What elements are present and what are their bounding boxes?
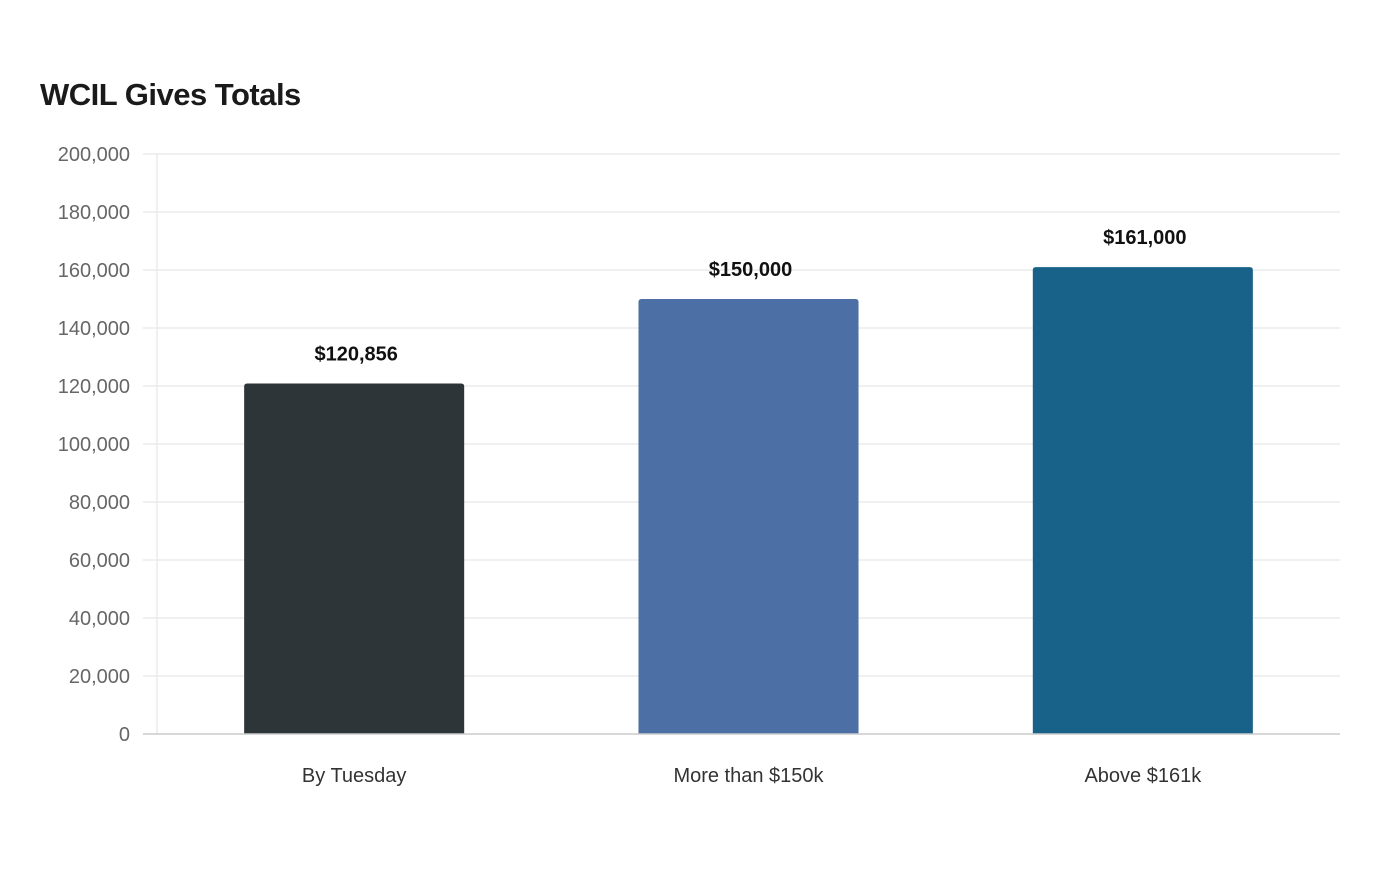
chart-title: WCIL Gives Totals <box>40 77 301 112</box>
bars <box>244 267 1253 734</box>
bar <box>638 299 859 734</box>
x-tick-label: By Tuesday <box>302 765 407 787</box>
data-label: $150,000 <box>709 259 792 281</box>
axes <box>143 154 1340 735</box>
y-tick-label: 20,000 <box>69 666 130 688</box>
y-tick-label: 100,000 <box>58 434 130 456</box>
y-tick-label: 80,000 <box>69 492 130 514</box>
y-axis-ticks: 0 20,000 40,000 60,000 80,000 100,000 120,000 1… <box>58 144 130 746</box>
y-tick-label: 160,000 <box>58 260 130 282</box>
y-tick-label: 60,000 <box>69 550 130 572</box>
bar <box>244 383 465 734</box>
y-tick-label: 120,000 <box>58 376 130 398</box>
x-axis-ticks: By Tuesday More than $150k Above $161k <box>302 765 1202 787</box>
data-label: $120,856 <box>314 344 397 366</box>
y-tick-label: 140,000 <box>58 318 130 340</box>
x-tick-label: More than $150k <box>673 765 824 787</box>
y-tick-label: 0 <box>119 724 130 746</box>
data-labels: $120,856 $150,000 $161,000 <box>314 227 1186 365</box>
data-label: $161,000 <box>1103 227 1186 249</box>
y-tick-label: 40,000 <box>69 608 130 630</box>
y-tick-label: 200,000 <box>58 144 130 166</box>
bar <box>1032 267 1253 734</box>
x-tick-label: Above $161k <box>1084 765 1202 787</box>
y-tick-label: 180,000 <box>58 202 130 224</box>
